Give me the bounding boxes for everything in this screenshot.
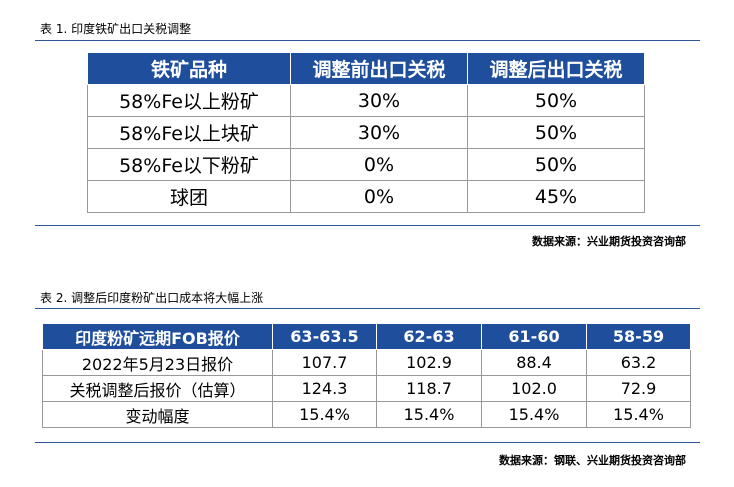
- rule: [35, 308, 700, 309]
- cell: 50%: [467, 148, 645, 181]
- cell: 102.9: [376, 349, 482, 376]
- source: 数据来源：钢联、兴业期货投资咨询部: [499, 454, 686, 467]
- cell: 63.2: [586, 349, 691, 376]
- row: 变动幅度 15.4% 15.4% 15.4% 15.4%: [42, 401, 691, 428]
- row: 球团 0% 45%: [87, 180, 645, 213]
- header-cell: 63-63.5: [272, 323, 377, 350]
- table: 铁矿品种 调整前出口关税 调整后出口关税 58%Fe以上粉矿 30% 50% 58%Fe以上…: [87, 52, 645, 213]
- cell: 124.3: [272, 375, 377, 402]
- cell: 118.7: [376, 375, 482, 402]
- cell: 58%Fe以上粉矿: [87, 84, 291, 117]
- cell: 88.4: [481, 349, 587, 376]
- cell: 2022年5月23日报价: [42, 349, 273, 376]
- cell: 15.4%: [586, 401, 691, 428]
- rule: [35, 40, 700, 41]
- cell: 107.7: [272, 349, 377, 376]
- source: 数据来源：兴业期货投资咨询部: [532, 235, 686, 248]
- cell: 15.4%: [272, 401, 377, 428]
- cell: 30%: [290, 84, 468, 117]
- header-cell: 调整前出口关税: [290, 52, 468, 85]
- cell: 50%: [467, 116, 645, 149]
- row: 2022年5月23日报价 107.7 102.9 88.4 63.2: [42, 349, 691, 376]
- header-cell: 58-59: [586, 323, 691, 350]
- cell: 0%: [290, 148, 468, 181]
- cell: 0%: [290, 180, 468, 213]
- caption: 表 2. 调整后印度粉矿出口成本将大幅上涨: [40, 291, 264, 305]
- cell: 30%: [290, 116, 468, 149]
- header-cell: 印度粉矿远期FOB报价: [42, 323, 273, 350]
- header-row: 印度粉矿远期FOB报价 63-63.5 62-63 61-60 58-59: [42, 323, 691, 350]
- cell: 102.0: [481, 375, 587, 402]
- cell: 球团: [87, 180, 291, 213]
- header-cell: 61-60: [481, 323, 587, 350]
- cell: 变动幅度: [42, 401, 273, 428]
- header-row: 铁矿品种 调整前出口关税 调整后出口关税: [87, 52, 645, 85]
- cell: 72.9: [586, 375, 691, 402]
- header-cell: 调整后出口关税: [467, 52, 645, 85]
- rule: [35, 225, 700, 226]
- header-cell: 铁矿品种: [87, 52, 291, 85]
- cell: 58%Fe以上块矿: [87, 116, 291, 149]
- rule: [35, 442, 700, 443]
- row: 58%Fe以上粉矿 30% 50%: [87, 84, 645, 117]
- header-cell: 62-63: [376, 323, 482, 350]
- cell: 15.4%: [376, 401, 482, 428]
- cell: 45%: [467, 180, 645, 213]
- cell: 关税调整后报价（估算）: [42, 375, 273, 402]
- row: 58%Fe以下粉矿 0% 50%: [87, 148, 645, 181]
- cell: 58%Fe以下粉矿: [87, 148, 291, 181]
- row: 58%Fe以上块矿 30% 50%: [87, 116, 645, 149]
- row: 关税调整后报价（估算） 124.3 118.7 102.0 72.9: [42, 375, 691, 402]
- cell: 50%: [467, 84, 645, 117]
- table: 印度粉矿远期FOB报价 63-63.5 62-63 61-60 58-59 2022年5月…: [42, 323, 691, 428]
- cell: 15.4%: [481, 401, 587, 428]
- caption: 表 1. 印度铁矿出口关税调整: [40, 22, 192, 36]
